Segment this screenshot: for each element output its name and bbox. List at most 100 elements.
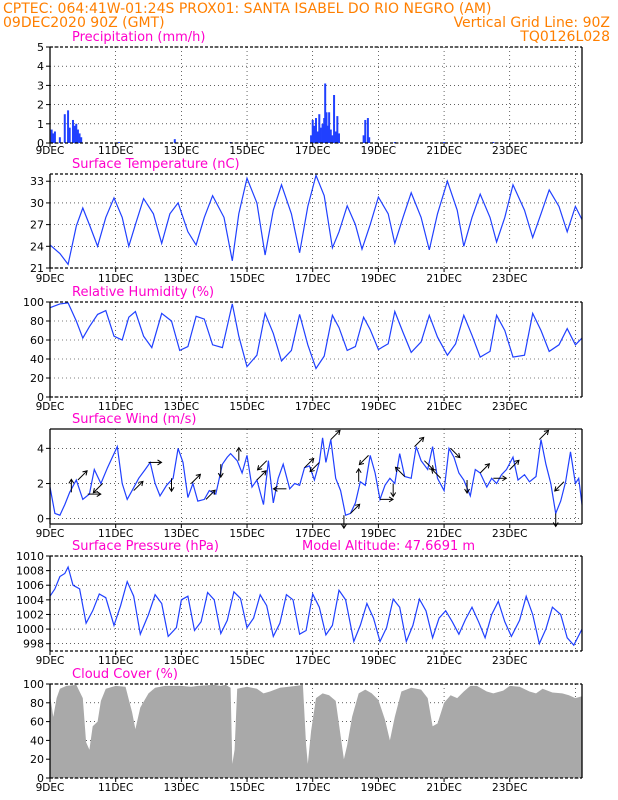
x-tick-label: 19DEC [361, 401, 396, 413]
x-tick-label: 15DEC [229, 401, 264, 413]
y-tick-label: 1006 [16, 579, 44, 592]
wind-arrow-head [554, 486, 560, 492]
x-tick-label: 9DEC [36, 273, 65, 285]
cloud-cover-area [50, 684, 582, 778]
precip-bar [326, 125, 329, 143]
precip-bar [366, 118, 369, 143]
precip-bar [334, 131, 337, 143]
header-model: TQ0126L028 [520, 29, 610, 45]
wind-arrow [414, 437, 425, 447]
precip-bar [76, 129, 79, 143]
precip-bar [68, 127, 71, 143]
precip-bar [492, 142, 495, 143]
wind-arrow-head [168, 486, 175, 493]
precip-bar [71, 119, 74, 143]
y-tick-label: 1002 [16, 608, 44, 621]
y-tick-label: 3 [37, 79, 44, 92]
precip-bar [75, 123, 78, 143]
wind-arrow-head [210, 489, 216, 495]
wind-arrow [350, 503, 361, 514]
precip-bar [117, 142, 120, 143]
precip-bar [321, 123, 324, 143]
wind-arrow-head [358, 459, 365, 466]
x-tick-label: 15DEC [229, 273, 264, 285]
precip-bar [67, 110, 70, 143]
wind-arrow-head [543, 429, 550, 436]
wind-arrow [257, 460, 268, 471]
wind-arrow-head [484, 463, 491, 469]
panel-title: Relative Humidity (%) [72, 285, 214, 300]
wind-arrow [330, 430, 341, 440]
x-tick-label: 11DEC [98, 401, 133, 413]
x-tick-label: 19DEC [361, 528, 396, 540]
x-tick-label: 9DEC [36, 145, 65, 157]
y-tick-label: 21 [30, 262, 44, 275]
x-tick-label: 23DEC [492, 145, 527, 157]
y-tick-label: 998 [23, 638, 44, 651]
y-tick-label: 40 [30, 353, 44, 366]
x-tick-label: 21DEC [426, 401, 461, 413]
precip-bar [331, 135, 334, 143]
precip-bar [311, 119, 314, 143]
x-tick-label: 13DEC [164, 145, 199, 157]
x-tick-label: 15DEC [229, 145, 264, 157]
panel-title: Surface Temperature (nC) [72, 157, 240, 172]
x-tick-label: 13DEC [164, 273, 199, 285]
wind-arrow-head [340, 523, 347, 530]
model-altitude-label: Model Altitude: 47.6691 m [302, 539, 475, 554]
y-tick-label: 20 [30, 372, 44, 385]
x-tick-label: 21DEC [426, 528, 461, 540]
x-tick-label: 15DEC [229, 782, 264, 794]
precip-bar [73, 125, 76, 143]
y-tick-label: 80 [30, 315, 44, 328]
series-line [49, 302, 583, 370]
y-tick-label: 20 [30, 753, 44, 766]
wind-arrow-head [82, 470, 88, 476]
y-tick-label: 0 [37, 391, 44, 404]
x-tick-label: 13DEC [164, 401, 199, 413]
x-tick-label: 19DEC [361, 655, 396, 667]
y-tick-label: 60 [30, 334, 44, 347]
x-tick-label: 15DEC [229, 655, 264, 667]
y-tick-label: 27 [30, 219, 44, 232]
x-tick-label: 17DEC [295, 782, 330, 794]
precip-bar [337, 133, 340, 143]
panel-title: Precipitation (mm/h) [72, 30, 205, 45]
x-tick-label: 19DEC [361, 782, 396, 794]
wind-arrow-head [261, 470, 267, 476]
series-line [49, 565, 583, 647]
y-tick-label: 1000 [16, 623, 44, 636]
precip-bar [319, 127, 322, 143]
y-tick-label: 1 [37, 118, 44, 131]
y-tick-label: 4 [37, 442, 44, 455]
y-tick-label: 0 [37, 137, 44, 150]
wind-arrow [395, 466, 406, 477]
x-tick-label: 23DEC [492, 655, 527, 667]
x-tick-label: 17DEC [295, 401, 330, 413]
y-tick-label: 0 [37, 772, 44, 785]
panel-title: Surface Wind (m/s) [72, 412, 196, 427]
x-tick-label: 19DEC [361, 273, 396, 285]
x-tick-label: 23DEC [492, 782, 527, 794]
precip-bar [310, 135, 313, 143]
y-tick-label: 4 [37, 60, 44, 73]
precip-bar [393, 142, 396, 143]
wind-arrow-head [502, 475, 508, 482]
precip-bar [443, 142, 446, 143]
wind-arrow [92, 483, 103, 494]
wind-arrow-head [68, 478, 75, 484]
y-tick-label: 33 [30, 175, 44, 188]
y-tick-label: 1004 [16, 594, 44, 607]
wind-arrow-head [354, 503, 361, 509]
wind-arrow [509, 459, 520, 470]
x-tick-label: 11DEC [98, 273, 133, 285]
precip-bar [78, 133, 81, 143]
x-tick-label: 23DEC [492, 528, 527, 540]
precip-bar [173, 139, 176, 143]
precip-bar [324, 83, 327, 143]
y-tick-label: 30 [30, 197, 44, 210]
wind-arrow-head [308, 457, 315, 464]
y-tick-label: 40 [30, 734, 44, 747]
x-tick-label: 21DEC [426, 655, 461, 667]
x-tick-label: 17DEC [295, 145, 330, 157]
